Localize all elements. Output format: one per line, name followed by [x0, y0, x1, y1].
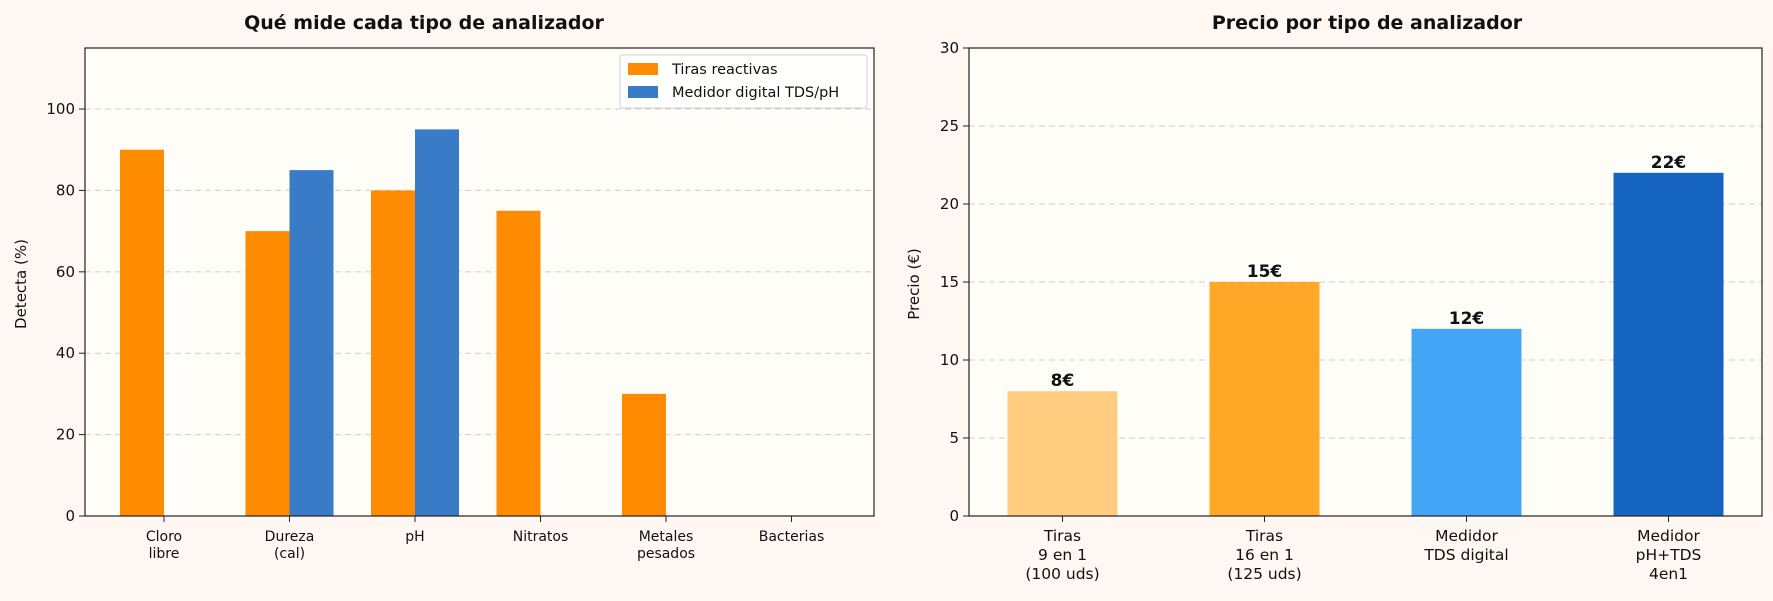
bar-tiras [245, 231, 290, 516]
x-tick-label: Dureza (cal) [265, 529, 315, 562]
data-label: 12€ [1449, 309, 1485, 329]
y-tick-label: 80 [56, 181, 75, 199]
y-axis-label: Precio (€) [905, 248, 923, 319]
y-tick-label: 5 [949, 429, 959, 447]
data-label: 15€ [1247, 262, 1283, 282]
plot-border [84, 47, 875, 517]
bar [1209, 282, 1320, 516]
bar-medidor [289, 170, 334, 516]
chart-title: Precio por tipo de analizador [1212, 12, 1523, 34]
x-tick-label: Medidor TDS digital [1423, 527, 1508, 564]
y-axis-label: Detecta (%) [12, 239, 30, 329]
bar [1613, 172, 1724, 517]
x-tick-label: Nitratos [513, 529, 569, 545]
y-tick-label: 100 [46, 100, 75, 118]
x-tick-label: Tiras 16 en 1 (125 uds) [1227, 527, 1301, 583]
y-tick-label: 20 [940, 195, 959, 213]
y-tick-label: 0 [65, 507, 75, 525]
data-label: 8€ [1051, 371, 1075, 391]
legend-label: Tiras reactivas [671, 62, 778, 78]
y-tick-label: 25 [940, 117, 959, 135]
legend-swatch [628, 86, 658, 98]
bar-tiras [496, 210, 541, 517]
x-tick-label: Metales pesados [637, 529, 695, 562]
bar-medidor [415, 129, 459, 517]
plot-area [85, 48, 874, 516]
bar-tiras [371, 190, 415, 516]
chart-title: Qué mide cada tipo de analizador [244, 12, 604, 34]
legend: Tiras reactivas Medidor digital TDS/pH [619, 54, 868, 109]
bar-tiras [622, 393, 666, 516]
y-tick-label: 30 [940, 39, 959, 57]
x-tick-label: Bacterias [759, 529, 825, 545]
bar [1411, 328, 1522, 516]
y-tick-label: 15 [940, 273, 959, 291]
price-chart: Precio por tipo de analizador Precio (€)… [905, 12, 1763, 583]
bar [1007, 391, 1118, 516]
y-tick-label: 60 [56, 263, 75, 281]
data-label: 22€ [1651, 153, 1687, 173]
x-tick-label: Cloro libre [146, 529, 182, 562]
bar-tiras [120, 149, 164, 516]
y-tick-label: 40 [56, 344, 75, 362]
y-tick-label: 20 [56, 426, 75, 444]
plot-border [968, 47, 1763, 517]
x-tick-label: Tiras 9 en 1 (100 uds) [1025, 527, 1099, 583]
x-tick-label: pH [405, 529, 424, 545]
x-tick-label: Medidor pH+TDS 4en1 [1636, 527, 1702, 583]
legend-box [619, 54, 868, 109]
y-tick-label: 10 [940, 351, 959, 369]
y-tick-label: 0 [949, 507, 959, 525]
legend-swatch [628, 63, 658, 75]
detection-chart: Qué mide cada tipo de analizador Detecta… [12, 12, 875, 562]
legend-label: Medidor digital TDS/pH [672, 85, 839, 101]
